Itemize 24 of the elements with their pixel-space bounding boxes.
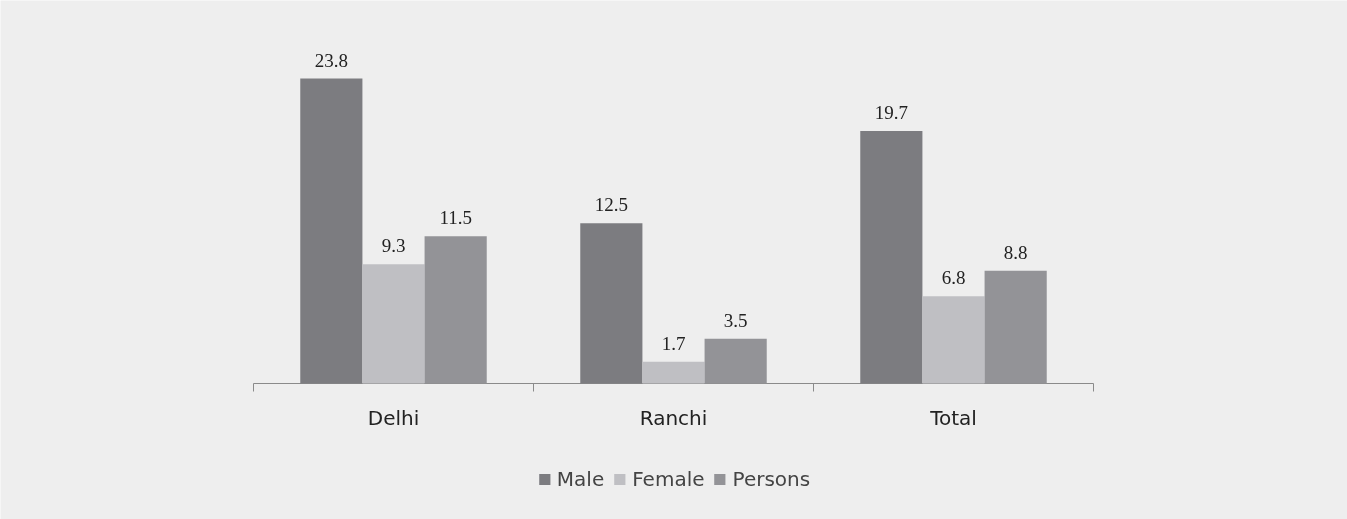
data-label: 1.7 bbox=[661, 332, 686, 354]
bar bbox=[704, 338, 767, 384]
bar bbox=[860, 131, 923, 384]
legend-label: Persons bbox=[732, 467, 811, 491]
data-label: 11.5 bbox=[439, 207, 472, 229]
data-label: 3.5 bbox=[723, 309, 748, 331]
bar bbox=[580, 223, 643, 384]
bar bbox=[424, 236, 487, 384]
x-tick-label: Delhi bbox=[367, 405, 420, 430]
data-label: 9.3 bbox=[381, 235, 406, 257]
bar bbox=[984, 270, 1047, 384]
legend-label: Female bbox=[632, 467, 705, 491]
data-label: 19.7 bbox=[874, 102, 908, 124]
bar bbox=[642, 361, 705, 384]
x-tick-label: Total bbox=[929, 405, 977, 430]
data-label: 12.5 bbox=[594, 194, 628, 216]
data-label: 8.8 bbox=[1003, 241, 1028, 263]
bar bbox=[362, 264, 425, 384]
bar bbox=[300, 78, 363, 384]
data-label: 23.8 bbox=[314, 49, 348, 71]
bar bbox=[922, 296, 985, 384]
data-label: 6.8 bbox=[941, 267, 966, 289]
legend-label: Male bbox=[556, 467, 605, 491]
x-tick-label: Ranchi bbox=[639, 405, 708, 430]
